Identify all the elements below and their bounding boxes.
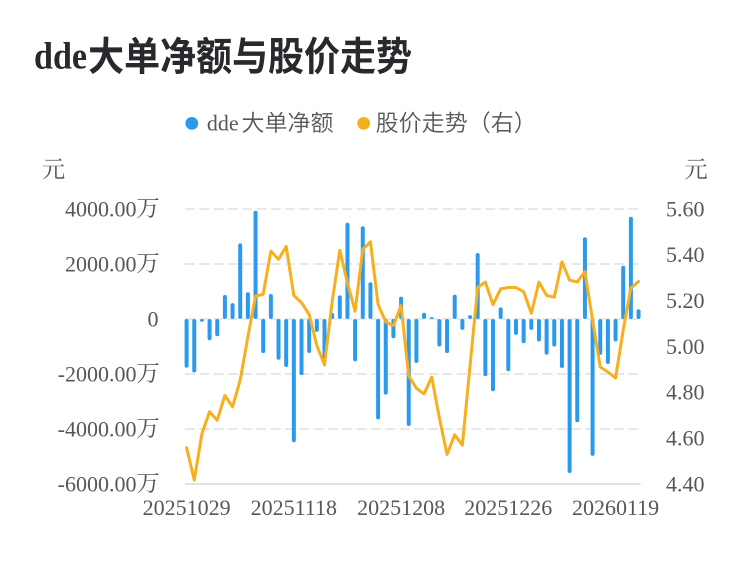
- svg-text:-6000.00: -6000.00: [58, 471, 137, 496]
- svg-text:4.60: 4.60: [666, 426, 705, 451]
- svg-text:5.40: 5.40: [666, 242, 705, 267]
- svg-text:5.60: 5.60: [666, 196, 705, 221]
- svg-text:20251118: 20251118: [251, 495, 337, 520]
- svg-text:20251029: 20251029: [143, 495, 231, 520]
- svg-text:0: 0: [148, 306, 159, 331]
- svg-text:5.20: 5.20: [666, 288, 705, 313]
- svg-text:20251226: 20251226: [464, 495, 552, 520]
- svg-text:-2000.00: -2000.00: [58, 361, 137, 386]
- svg-text:dde: dde: [34, 36, 87, 78]
- svg-text:20260119: 20260119: [572, 495, 659, 520]
- svg-text:4.80: 4.80: [666, 380, 705, 405]
- svg-text:2000.00: 2000.00: [65, 251, 137, 276]
- svg-text:dde: dde: [207, 111, 239, 136]
- svg-text:-4000.00: -4000.00: [58, 416, 137, 441]
- svg-text:20251208: 20251208: [357, 495, 445, 520]
- svg-text:5.00: 5.00: [666, 334, 705, 359]
- svg-text:4000.00: 4000.00: [65, 196, 137, 221]
- svg-text:4.40: 4.40: [666, 471, 705, 496]
